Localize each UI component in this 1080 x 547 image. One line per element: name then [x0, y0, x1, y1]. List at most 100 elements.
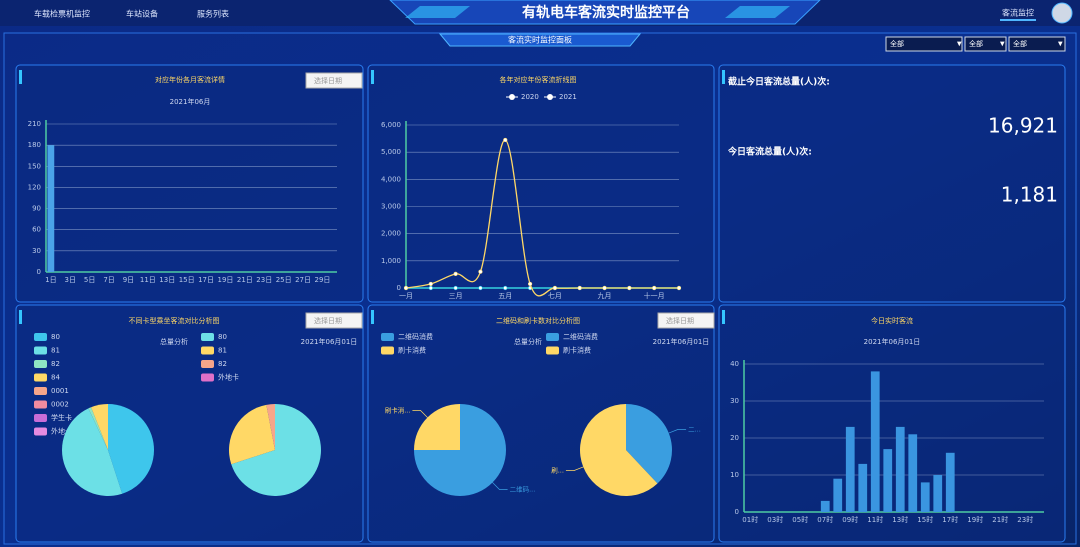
- nav-item[interactable]: 车站设备: [126, 9, 158, 19]
- legend-swatch: [34, 373, 47, 382]
- x-tick-label: 13日: [159, 276, 175, 284]
- x-tick-label: 5日: [84, 276, 95, 284]
- x-tick-label: 03时: [767, 515, 783, 524]
- filter-label[interactable]: 全部: [1013, 39, 1027, 48]
- x-tick-label: 17时: [942, 515, 958, 524]
- slice-label: 刷卡消...: [385, 405, 411, 414]
- y-tick-label: 10: [730, 471, 739, 479]
- chart-title: 今日实时客流: [871, 316, 913, 325]
- x-tick-label: 1日: [45, 276, 56, 284]
- page-title: 有轨电车客流实时监控平台: [522, 4, 690, 21]
- x-tick-label: 11日: [140, 276, 156, 284]
- panel: [718, 64, 1066, 303]
- user-menu[interactable]: 客流监控: [1002, 8, 1034, 18]
- filter-label[interactable]: 全部: [890, 39, 904, 48]
- legend-label: 二维码消费: [398, 332, 433, 341]
- y-tick-label: 90: [32, 205, 41, 213]
- x-tick-label: 三月: [449, 292, 463, 300]
- bar: [895, 426, 905, 512]
- y-tick-label: 4,000: [381, 175, 401, 183]
- y-tick-label: 5,000: [381, 148, 401, 156]
- bar: [845, 426, 855, 512]
- y-tick-label: 0: [397, 284, 401, 292]
- legend-label: 0002: [51, 401, 69, 409]
- legend-swatch: [201, 333, 214, 341]
- label-leader: [492, 482, 508, 490]
- legend-swatch: [34, 333, 47, 341]
- point: [428, 285, 433, 291]
- legend-swatch: [201, 360, 214, 368]
- bar: [920, 482, 930, 512]
- chart-subtitle: 总量分析: [160, 337, 188, 346]
- point: [602, 285, 607, 291]
- legend-label: 2021: [559, 93, 577, 101]
- legend-swatch: [34, 387, 47, 395]
- x-tick-label: 09时: [842, 515, 858, 524]
- point: [478, 269, 483, 274]
- legend-marker: [547, 94, 553, 100]
- y-tick-label: 0: [37, 268, 41, 276]
- y-tick-label: 6,000: [381, 121, 401, 129]
- x-tick-label: 23日: [256, 276, 272, 284]
- chart-date: 2021年06月01日: [301, 337, 358, 346]
- nav-item[interactable]: 服务列表: [197, 9, 229, 19]
- chart-subtitle: 2021年06月: [170, 97, 211, 106]
- label-leader: [668, 429, 687, 434]
- legend-swatch: [34, 414, 47, 422]
- date-button-label[interactable]: 选择日期: [314, 76, 342, 85]
- date-button[interactable]: [305, 72, 363, 89]
- y-tick-label: 60: [32, 226, 41, 234]
- chart-title: 各年对应年份客流折线图: [500, 75, 577, 84]
- chart-title: 对应年份各月客流详情: [155, 75, 225, 84]
- nav-item[interactable]: 车载检票机监控: [34, 9, 90, 19]
- x-tick-label: 五月: [498, 292, 512, 300]
- dropdown-arrow: ▼: [1058, 41, 1063, 48]
- pie-slice: [108, 404, 154, 494]
- legend-swatch: [381, 333, 394, 341]
- pie-slice: [91, 404, 108, 450]
- legend-label: 0001: [51, 387, 69, 395]
- sub-title: 客流实时监控面板: [508, 35, 572, 45]
- pie-slice: [229, 404, 275, 465]
- avatar[interactable]: [1051, 2, 1073, 24]
- filter-select[interactable]: [885, 36, 963, 52]
- label-leader: [412, 410, 428, 418]
- legend-label: 80: [51, 333, 60, 341]
- stat-label: 今日客流总量(人)次:: [727, 146, 812, 158]
- legend-label: 二维码消费: [563, 332, 598, 341]
- point: [503, 137, 508, 143]
- panel-accent: [19, 310, 22, 324]
- pie-slice: [231, 404, 321, 497]
- filter-select[interactable]: [1008, 36, 1066, 52]
- legend-swatch: [201, 346, 214, 355]
- x-tick-label: 21时: [992, 515, 1008, 524]
- stat-label: 截止今日客流总量(人)次:: [728, 76, 830, 88]
- legend-swatch: [201, 373, 214, 382]
- slice-label: 二...: [688, 425, 701, 433]
- date-button[interactable]: [305, 312, 363, 329]
- y-tick-label: 150: [28, 162, 41, 170]
- pie-slice: [88, 407, 108, 450]
- slice-label: 刷...: [551, 467, 564, 475]
- chart-date: 2021年06月01日: [653, 337, 710, 346]
- legend-label: 82: [218, 360, 227, 368]
- banner-deco: [405, 6, 470, 18]
- legend-label: 80: [218, 333, 227, 341]
- pie-slice: [61, 408, 123, 496]
- date-button[interactable]: [657, 312, 715, 329]
- x-tick-label: 3日: [65, 276, 76, 284]
- x-tick-label: 25日: [276, 276, 292, 284]
- date-button-label[interactable]: 选择日期: [666, 316, 694, 325]
- slice-label: 二维码...: [510, 485, 536, 494]
- bar: [883, 449, 893, 512]
- bar: [933, 475, 943, 512]
- filter-label[interactable]: 全部: [969, 39, 983, 48]
- filter-select[interactable]: [964, 36, 1007, 52]
- bar: [820, 500, 830, 512]
- date-button-label[interactable]: 选择日期: [314, 316, 342, 325]
- pie-slice: [580, 404, 658, 496]
- y-tick-label: 180: [28, 141, 41, 149]
- panel: [367, 64, 715, 303]
- point: [527, 281, 533, 287]
